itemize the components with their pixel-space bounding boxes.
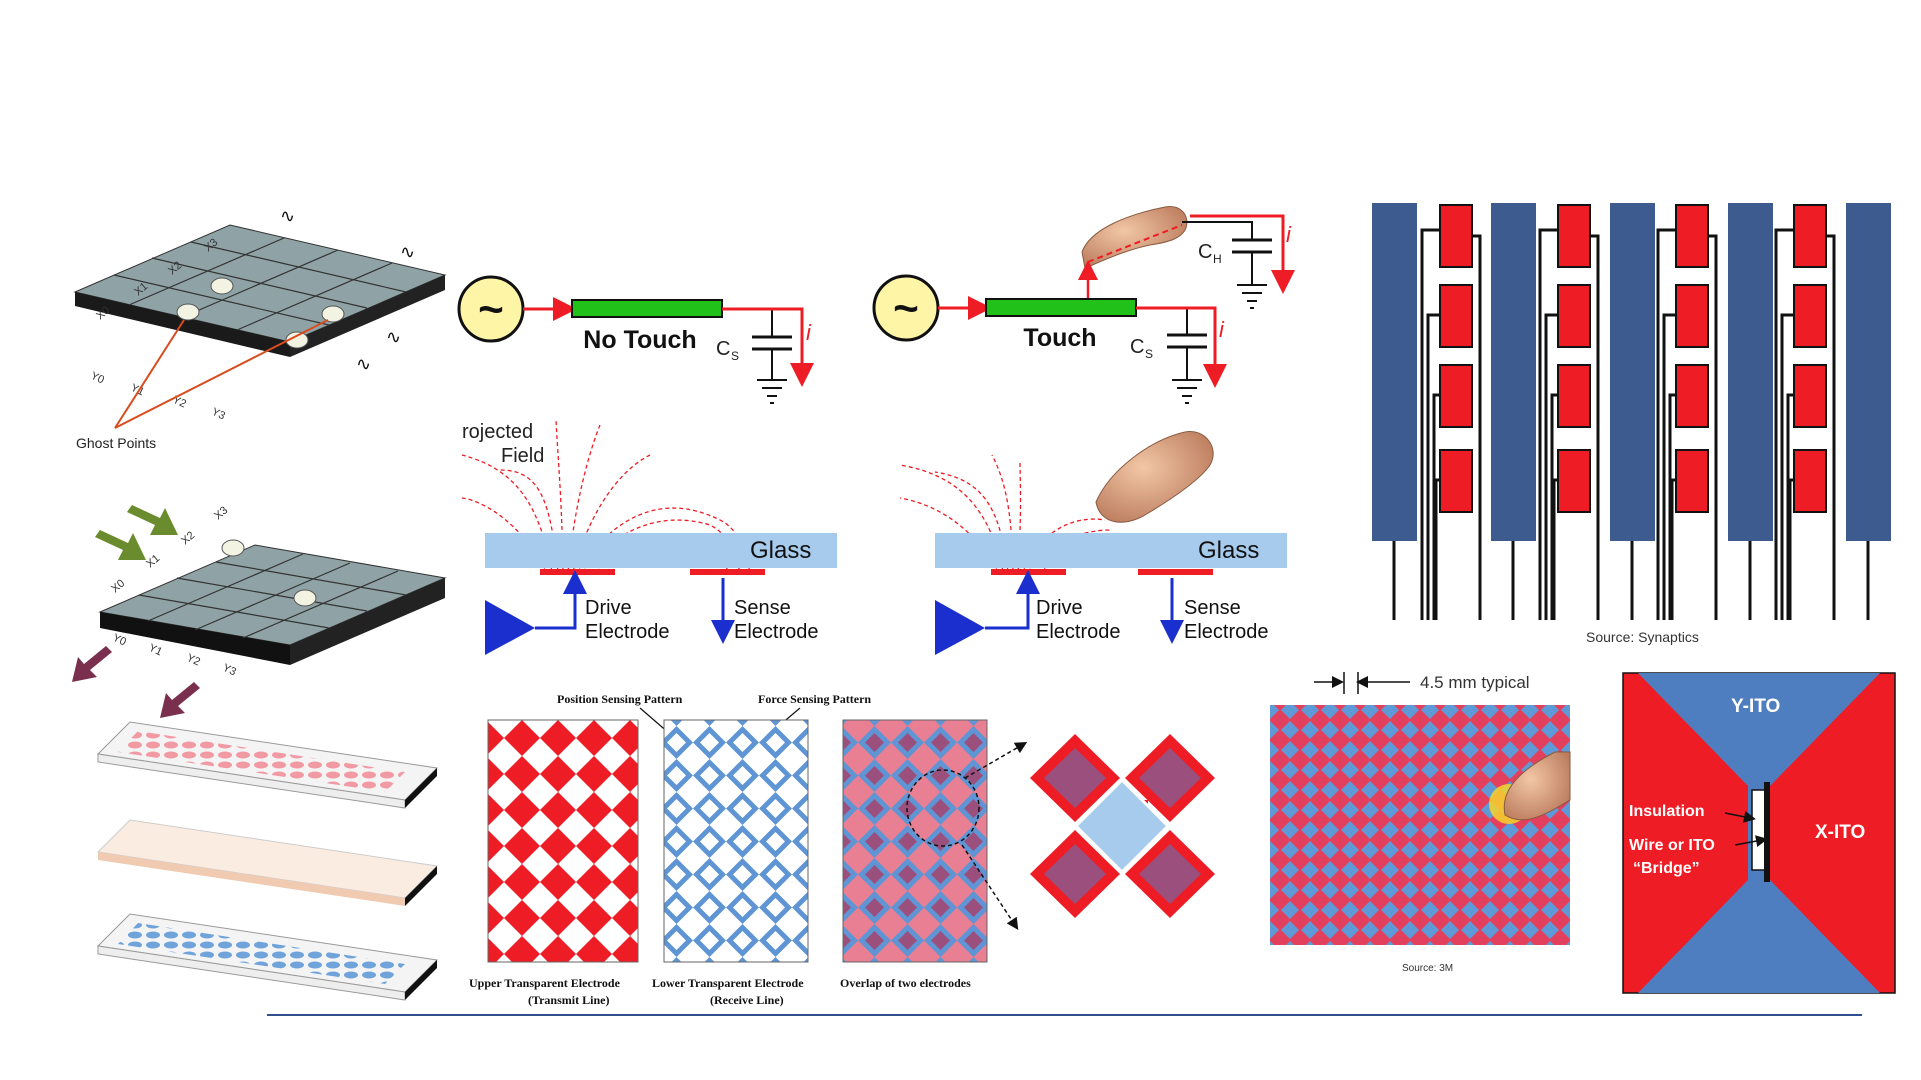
finger-icon <box>1081 206 1188 269</box>
projected-label-line1: rojected <box>462 421 533 443</box>
current-label-ch: i <box>1286 222 1292 247</box>
grid2-x-label-2: X2 <box>179 529 197 547</box>
insulation-label: Insulation <box>1629 803 1705 820</box>
ground-icon-2 <box>1237 284 1267 309</box>
ghost-point-grid: X0 X1 X2 X3 Y0 Y1 Y2 Y3 ∿ ∿ ∿ ∿ Ghost Po… <box>73 206 447 451</box>
bridge-label-line2: “Bridge” <box>1633 860 1700 877</box>
cs-sub-label: S <box>731 349 739 363</box>
glass-label: Glass <box>750 537 811 564</box>
grid2-y-label-1: Y1 <box>147 642 164 659</box>
touch-grid: X0 X1 X2 X3 Y0 Y1 Y2 Y3 <box>72 504 447 718</box>
ac-source-icon-2: ~ <box>893 284 919 333</box>
grid2-x-label-0: X0 <box>109 577 127 595</box>
projected-field-no-touch: rojected Field Glass Drive Electrode Sen… <box>461 419 837 655</box>
insulation-layer <box>1751 789 1766 871</box>
finger-icon-3 <box>1489 751 1571 824</box>
cs-sub-label-2: S <box>1145 347 1153 361</box>
zoomed-diamond-cell <box>1030 734 1215 918</box>
lower-electrode-label-line2: (Receive Line) <box>710 993 784 1007</box>
layer-stack <box>96 721 439 1001</box>
glass-panel-2 <box>935 533 1287 568</box>
upper-electrode-label-line2: (Transmit Line) <box>528 993 609 1007</box>
no-touch-circuit: ~ No Touch C S i <box>457 275 814 404</box>
three-m-pattern: 4.5 mm typical Source: 3M <box>1270 672 1571 974</box>
glass-panel <box>485 533 837 568</box>
finger-icon-2 <box>1095 431 1214 523</box>
bridge-wire <box>1764 782 1770 882</box>
overlap-label: Overlap of two electrodes <box>840 976 971 990</box>
drive-electrode <box>540 569 615 575</box>
ghost-points-label: Ghost Points <box>76 435 156 451</box>
upper-electrode-label-line1: Upper Transparent Electrode <box>469 976 621 990</box>
ch-label: C <box>1198 241 1212 263</box>
sense-electrode-2 <box>1138 569 1213 575</box>
current-label: i <box>806 320 812 345</box>
drive-label2-line1: Drive <box>1036 597 1083 619</box>
synaptics-source: Source: Synaptics <box>1586 629 1699 645</box>
drive-label-line1: Drive <box>585 597 632 619</box>
grid-y-label-3: Y3 <box>210 406 227 423</box>
svg-text:∿: ∿ <box>356 354 371 374</box>
upper-electrode-pattern <box>487 719 639 963</box>
ground-icon <box>757 379 787 404</box>
lower-electrode-label-line1: Lower Transparent Electrode <box>652 976 804 990</box>
electrode-bar <box>571 299 723 318</box>
x-ito-label: X-ITO <box>1815 822 1865 843</box>
glass-label-2: Glass <box>1198 537 1259 564</box>
svg-text:∿: ∿ <box>400 242 415 262</box>
pitch-label: 4.5 mm typical <box>1420 673 1530 692</box>
ground-icon-3 <box>1172 379 1202 404</box>
ac-source-icon: ~ <box>478 285 504 334</box>
bridge-label-line1: Wire or ITO <box>1629 837 1715 854</box>
touch-point-marker <box>210 277 309 349</box>
grid2-x-label-3: X3 <box>212 504 230 522</box>
three-m-source: Source: 3M <box>1402 963 1453 974</box>
projected-field-touch: Glass Drive Electrode Sense Electrode <box>899 431 1287 655</box>
sense-label2-line1: Sense <box>1184 597 1241 619</box>
overlap-electrode-pattern <box>842 719 988 963</box>
trace-lines <box>1392 228 1870 620</box>
sense-label2-line2: Electrode <box>1184 621 1269 643</box>
middle-layer <box>96 819 439 906</box>
synaptics-electrode-pattern: Source: Synaptics <box>1372 203 1891 645</box>
input-arrow-icon <box>95 505 178 560</box>
position-sensing-label: Position Sensing Pattern <box>557 692 683 706</box>
svg-text:∿: ∿ <box>280 206 295 226</box>
touch-label: Touch <box>1023 324 1096 352</box>
ch-sub-label: H <box>1213 252 1222 266</box>
force-sensing-label: Force Sensing Pattern <box>758 692 871 706</box>
grid2-y-label-0: Y0 <box>111 632 128 649</box>
grid-y-label-0: Y0 <box>89 370 106 387</box>
no-touch-label: No Touch <box>583 326 696 354</box>
diamond-patterns: Position Sensing Pattern Force Sensing P… <box>469 692 1028 1007</box>
ito-bridge-diagram: Y-ITO X-ITO Insulation Wire or ITO “Brid… <box>1622 672 1896 994</box>
top-layer <box>96 721 439 809</box>
drive-label-line2: Electrode <box>585 621 670 643</box>
output-arrow-icon <box>72 646 200 718</box>
lower-electrode-pattern <box>663 719 809 963</box>
grid2-y-label-3: Y3 <box>221 662 238 679</box>
ghost-point-marker <box>176 303 345 323</box>
touch-circuit: ~ Touch C H i C S <box>872 206 1295 404</box>
three-m-grid <box>1270 705 1570 945</box>
cs-label-2: C <box>1130 336 1144 358</box>
sense-label-line2: Electrode <box>734 621 819 643</box>
current-label-cs: i <box>1219 317 1225 342</box>
svg-text:∿: ∿ <box>386 327 401 347</box>
sense-electrode <box>690 569 765 575</box>
electrode-bar-2 <box>985 298 1137 317</box>
bottom-layer <box>96 913 439 1001</box>
sense-label-line1: Sense <box>734 597 791 619</box>
y-ito-label: Y-ITO <box>1731 696 1780 717</box>
vertical-electrodes <box>1372 203 1891 541</box>
grid2-x-label-1: X1 <box>144 552 162 570</box>
drive-label2-line2: Electrode <box>1036 621 1121 643</box>
cs-label: C <box>716 338 730 360</box>
projected-label-line2: Field <box>501 445 544 467</box>
drive-electrode-2 <box>991 569 1066 575</box>
grid2-y-label-2: Y2 <box>185 652 202 669</box>
